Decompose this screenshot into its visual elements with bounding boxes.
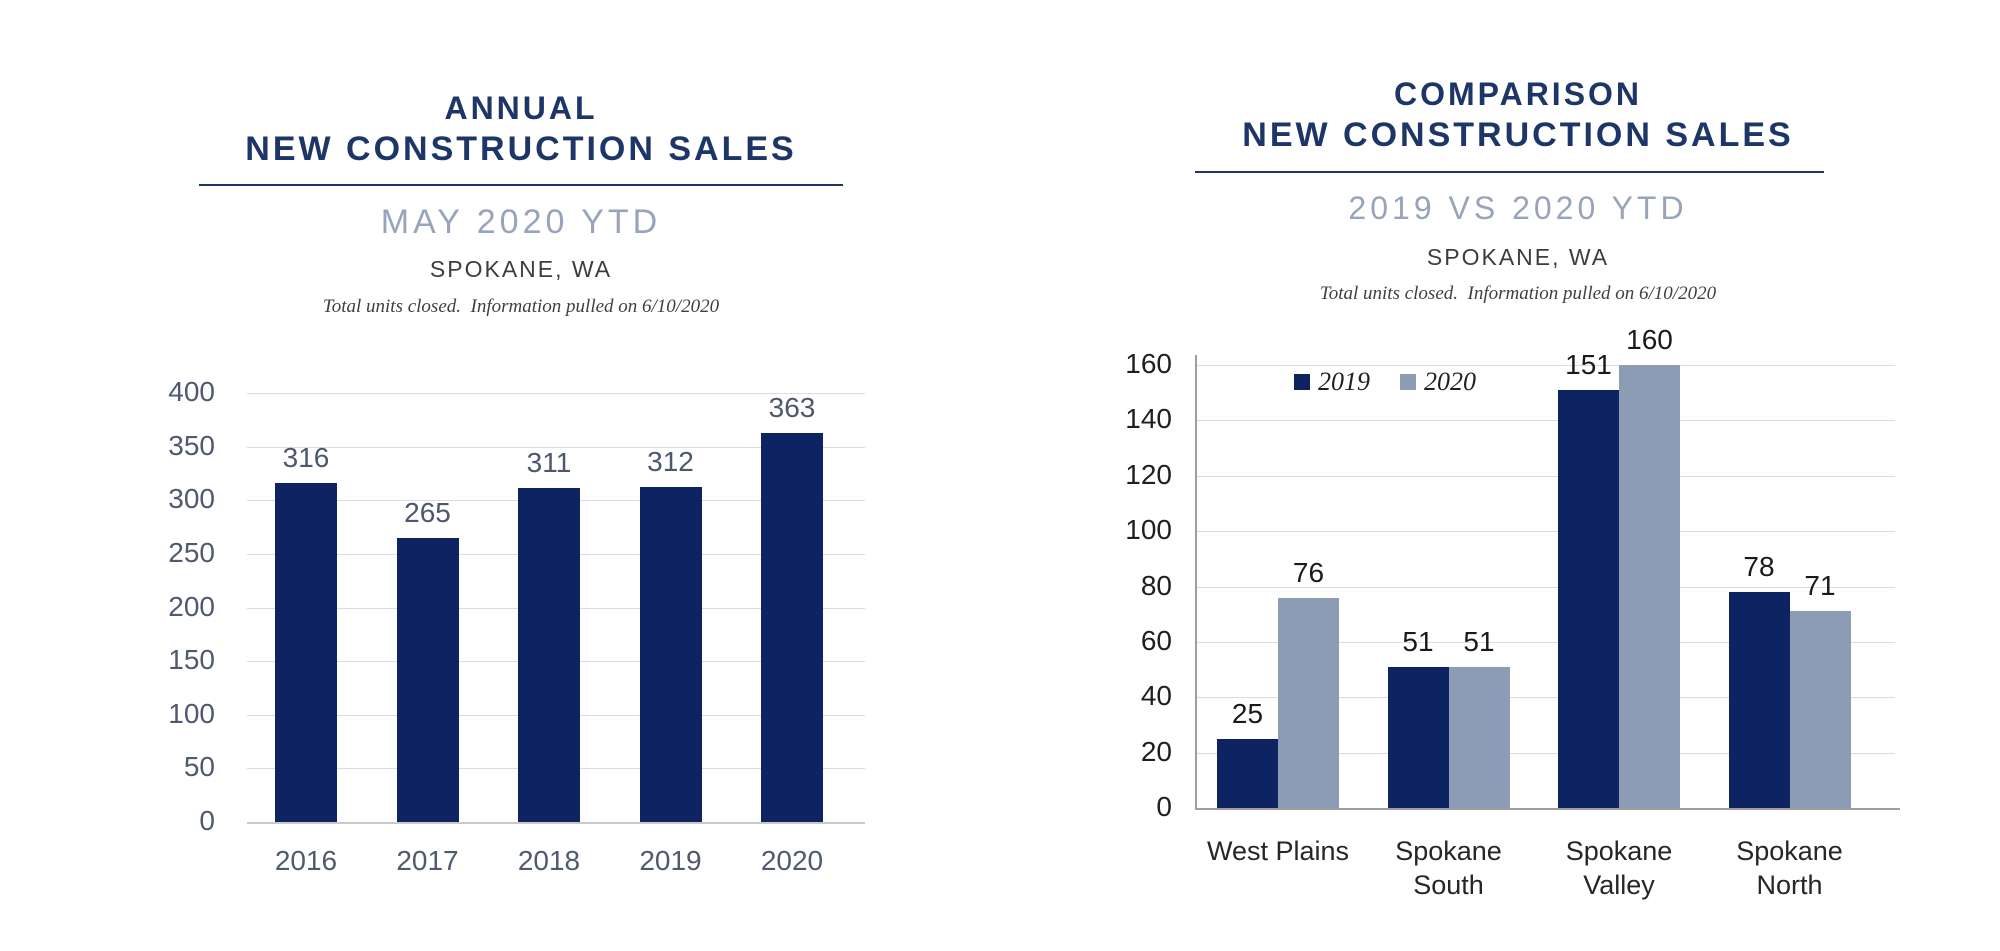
value-label: 363 bbox=[768, 391, 816, 423]
annual-bar-chart: 400 350 300 250 200 150 100 50 0 316 2016 265 2017 31… bbox=[168, 378, 865, 876]
gridline bbox=[247, 446, 865, 448]
bar bbox=[1619, 365, 1680, 808]
y-tick-label: 100 bbox=[168, 697, 215, 729]
value-label: 78 bbox=[1743, 551, 1775, 583]
legend-swatch-2019 bbox=[1294, 374, 1310, 390]
y-tick-label: 250 bbox=[168, 536, 215, 568]
bar bbox=[396, 537, 459, 822]
gridline bbox=[1195, 586, 1895, 588]
y-tick-label: 20 bbox=[1140, 735, 1172, 767]
x-axis-line bbox=[1195, 808, 1900, 810]
y-tick-label: 0 bbox=[199, 805, 215, 836]
x-tick-label: 2018 bbox=[517, 845, 581, 876]
y-tick-label: 140 bbox=[1125, 403, 1172, 435]
y-tick-label: 100 bbox=[1125, 514, 1172, 546]
value-label: 265 bbox=[404, 496, 451, 528]
annual-title-line2: NEW CONSTRUCTION SALES bbox=[245, 130, 797, 168]
annual-note: Total units closed. Information pulled o… bbox=[322, 296, 720, 317]
bar bbox=[1387, 666, 1449, 808]
value-label: 71 bbox=[1804, 570, 1836, 602]
gridline bbox=[1195, 475, 1895, 477]
gridline bbox=[1195, 365, 1895, 366]
y-tick-label: 80 bbox=[1140, 569, 1172, 601]
y-tick-label: 200 bbox=[168, 590, 215, 622]
comparison-title-line2: NEW CONSTRUCTION SALES bbox=[1242, 116, 1794, 154]
y-tick-label: 350 bbox=[168, 429, 215, 461]
legend-label: 2020 bbox=[1424, 367, 1476, 396]
y-tick-label: 60 bbox=[1140, 624, 1172, 656]
x-tick-label: 2019 bbox=[639, 845, 702, 876]
comparison-title-line1: COMPARISON bbox=[1393, 76, 1643, 112]
gridline bbox=[1195, 752, 1895, 754]
x-tick-label: 2016 bbox=[274, 845, 338, 876]
bar bbox=[1448, 666, 1510, 808]
gridline bbox=[1195, 697, 1895, 699]
legend-label: 2019 bbox=[1318, 367, 1370, 396]
value-label: 51 bbox=[1402, 625, 1434, 657]
bar bbox=[1789, 611, 1851, 808]
annual-location: SPOKANE, WA bbox=[429, 256, 613, 282]
value-label: 160 bbox=[1626, 324, 1673, 355]
bar bbox=[761, 432, 823, 822]
value-label: 311 bbox=[526, 447, 572, 479]
gridline bbox=[247, 393, 865, 394]
x-tick-label: Spokane South bbox=[1395, 836, 1502, 900]
value-label: 151 bbox=[1565, 348, 1612, 380]
gridline bbox=[1195, 641, 1895, 643]
annual-title-line1: ANNUAL bbox=[444, 90, 598, 126]
value-label: 316 bbox=[282, 442, 330, 474]
bar bbox=[1728, 592, 1790, 808]
bar bbox=[275, 483, 337, 822]
y-tick-label: 50 bbox=[183, 751, 215, 783]
gridline bbox=[247, 822, 865, 824]
x-tick-label: West Plains bbox=[1206, 836, 1350, 866]
y-tick-label: 300 bbox=[168, 483, 215, 515]
annual-title-underline bbox=[199, 184, 843, 186]
y-tick-label: 0 bbox=[1156, 791, 1172, 822]
y-tick-label: 40 bbox=[1140, 680, 1172, 712]
comparison-note: Total units closed. Information pulled o… bbox=[1319, 283, 1717, 304]
value-label: 25 bbox=[1231, 697, 1264, 729]
y-axis-line bbox=[1195, 355, 1197, 810]
x-tick-label: 2020 bbox=[760, 845, 824, 876]
bar bbox=[1558, 389, 1619, 808]
value-label: 312 bbox=[647, 446, 694, 478]
gridline bbox=[1195, 420, 1895, 422]
bar bbox=[639, 487, 702, 822]
y-tick-label: 400 bbox=[168, 376, 215, 407]
gridline bbox=[1195, 531, 1895, 533]
bar bbox=[1278, 597, 1339, 808]
y-tick-label: 120 bbox=[1125, 458, 1172, 490]
comparison-location: SPOKANE, WA bbox=[1426, 244, 1610, 270]
value-label: 51 bbox=[1463, 625, 1495, 657]
x-tick-label: Spokane North bbox=[1736, 836, 1843, 900]
legend-item: 2019 bbox=[1294, 367, 1370, 397]
legend: 2019 2020 bbox=[1255, 367, 1515, 397]
comparison-subtitle: 2019 VS 2020 YTD bbox=[1348, 190, 1688, 226]
y-tick-label: 150 bbox=[168, 644, 215, 676]
comparison-title-underline bbox=[1195, 171, 1824, 173]
y-tick-label: 160 bbox=[1125, 348, 1172, 379]
value-label: 76 bbox=[1292, 556, 1325, 588]
bar bbox=[1217, 738, 1278, 808]
annual-subtitle: MAY 2020 YTD bbox=[380, 203, 662, 241]
comparison-grouped-bar-chart: 160 140 120 100 80 60 40 20 0 2019 2020 25 76 West Pl… bbox=[1125, 325, 1900, 900]
legend-item: 2020 bbox=[1400, 367, 1476, 397]
x-tick-label: 2017 bbox=[396, 845, 459, 876]
x-tick-label: Spokane Valley bbox=[1565, 836, 1673, 900]
bar bbox=[518, 488, 580, 822]
legend-swatch-2020 bbox=[1400, 374, 1416, 390]
